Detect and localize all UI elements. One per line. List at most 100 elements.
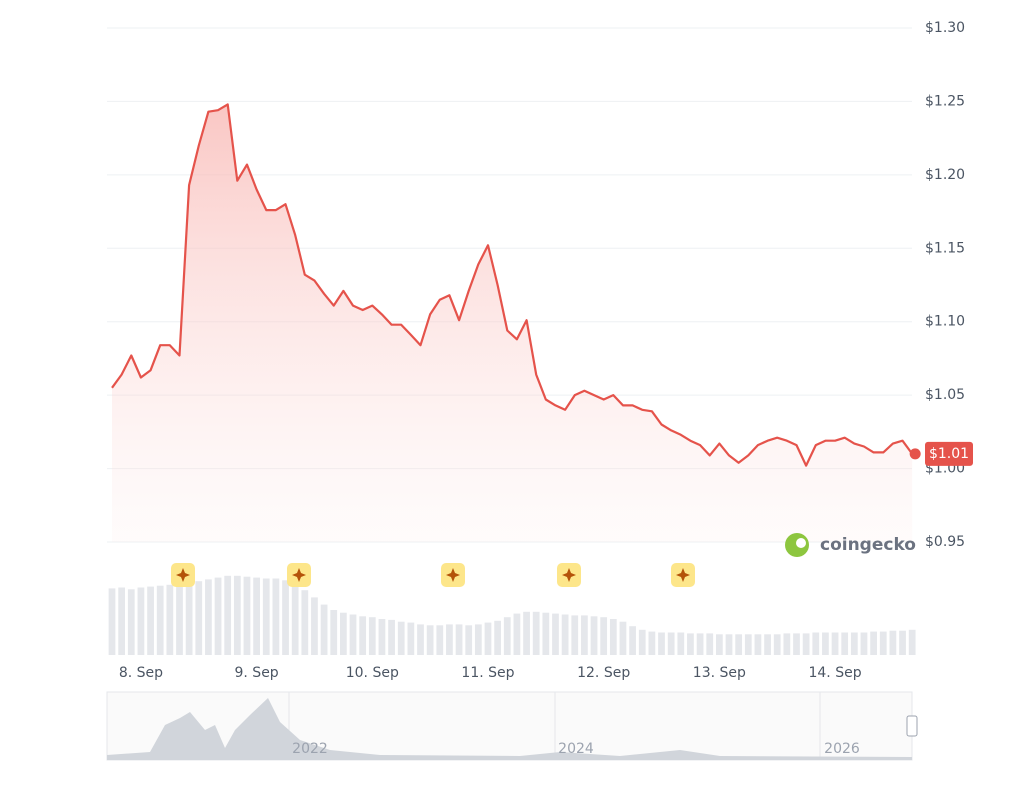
x-tick-label: 13. Sep: [693, 665, 746, 681]
volume-bar: [764, 634, 771, 655]
volume-bar: [532, 611, 540, 655]
y-tick-label: $1.10: [925, 314, 965, 330]
volume-bar: [205, 579, 212, 655]
volume-bar: [320, 604, 328, 655]
volume-bar: [214, 577, 222, 655]
volume-bar: [773, 634, 781, 655]
volume-bar: [359, 616, 367, 655]
volume-bar: [870, 631, 877, 655]
volume-bar: [783, 633, 791, 655]
y-tick-label: $1.15: [925, 240, 965, 256]
watermark-text: coingecko: [820, 535, 916, 555]
x-tick-label: 14. Sep: [808, 665, 861, 681]
volume-bar: [137, 587, 145, 655]
price-line: [111, 103, 914, 467]
volume-bar: [677, 632, 685, 655]
volume-bar: [609, 619, 617, 655]
volume-bar: [455, 624, 463, 655]
volume-bar: [850, 632, 858, 655]
volume: [108, 575, 916, 655]
price: $1.01: [111, 103, 973, 543]
volume-bar: [581, 615, 588, 655]
volume-bar: [658, 632, 665, 655]
volume-bar: [619, 621, 627, 655]
volume-bar: [542, 612, 550, 655]
volume-bar: [474, 624, 482, 655]
volume-bar: [368, 617, 376, 655]
volume-bar: [340, 612, 347, 655]
volume-bar: [301, 590, 309, 655]
price-badge: [925, 441, 973, 466]
volume-bar: [860, 632, 868, 655]
volume-bar: [494, 620, 502, 655]
last-price-dot: [909, 448, 921, 460]
volume-bar: [311, 597, 318, 655]
volume-bar: [388, 619, 395, 655]
volume-bar: [571, 615, 579, 655]
y-tick-label: $1.20: [925, 167, 965, 183]
volume-bar: [282, 580, 289, 655]
price-label: $1.01: [929, 446, 969, 462]
volume-bar: [802, 633, 810, 655]
volume-bar: [696, 633, 704, 655]
volume-bar: [648, 631, 656, 655]
watermark: coingecko: [785, 533, 916, 557]
volume-bar: [224, 575, 232, 655]
volume-bar: [446, 624, 453, 655]
volume-bar: [908, 629, 916, 655]
volume-bar: [166, 584, 174, 655]
volume-bar: [253, 577, 260, 655]
y-tick-label: $0.95: [925, 534, 965, 550]
volume-bar: [715, 634, 723, 655]
volume-bar: [754, 634, 762, 655]
navigator: 2022 2024 2026: [106, 691, 918, 761]
volume-bar: [147, 586, 154, 655]
volume-bar: [831, 632, 839, 655]
volume-bar: [291, 584, 299, 655]
x-tick-label: 9. Sep: [235, 665, 279, 681]
volume-bar: [108, 588, 116, 655]
volume-bar: [349, 614, 357, 655]
volume-bar: [243, 576, 251, 655]
volume-bar: [233, 575, 241, 655]
event-markers: [171, 563, 695, 587]
volume-bar: [426, 625, 434, 655]
volume-bar: [744, 634, 752, 655]
y-tick-label: $1.30: [925, 20, 965, 36]
volume-bar: [127, 589, 135, 655]
volume-bar: [889, 630, 897, 655]
volume-bar: [667, 632, 675, 655]
volume-bar: [793, 633, 800, 655]
volume-bar: [262, 578, 270, 655]
y-tick-label: $1.25: [925, 93, 965, 109]
volume-bar: [397, 621, 405, 655]
price-area: [112, 104, 913, 543]
volume-bar: [272, 578, 280, 655]
volume-bar: [638, 629, 646, 655]
volume-bar: [899, 630, 906, 655]
volume-bar: [176, 584, 183, 655]
volume-bar: [378, 619, 386, 655]
navigator-label: 2024: [558, 741, 594, 757]
volume-bar: [436, 625, 444, 655]
volume-bar: [185, 583, 193, 655]
navigator-label: 2022: [292, 741, 328, 757]
volume-bar: [513, 613, 521, 655]
x-tick-label: 10. Sep: [346, 665, 399, 681]
volume-bar: [687, 633, 694, 655]
volume-bar: [629, 626, 636, 655]
volume-bar: [407, 622, 415, 655]
volume-bar: [118, 587, 126, 655]
volume-bar: [552, 613, 559, 655]
volume-bar: [590, 616, 598, 655]
navigator-handle[interactable]: [906, 715, 918, 737]
volume-bar: [195, 581, 203, 655]
volume-bar: [600, 617, 608, 655]
volume-bar: [523, 611, 530, 655]
x-tick-label: 11. Sep: [461, 665, 514, 681]
x-tick-label: 12. Sep: [577, 665, 630, 681]
volume-bar: [735, 634, 743, 655]
volume-bar: [706, 633, 714, 655]
